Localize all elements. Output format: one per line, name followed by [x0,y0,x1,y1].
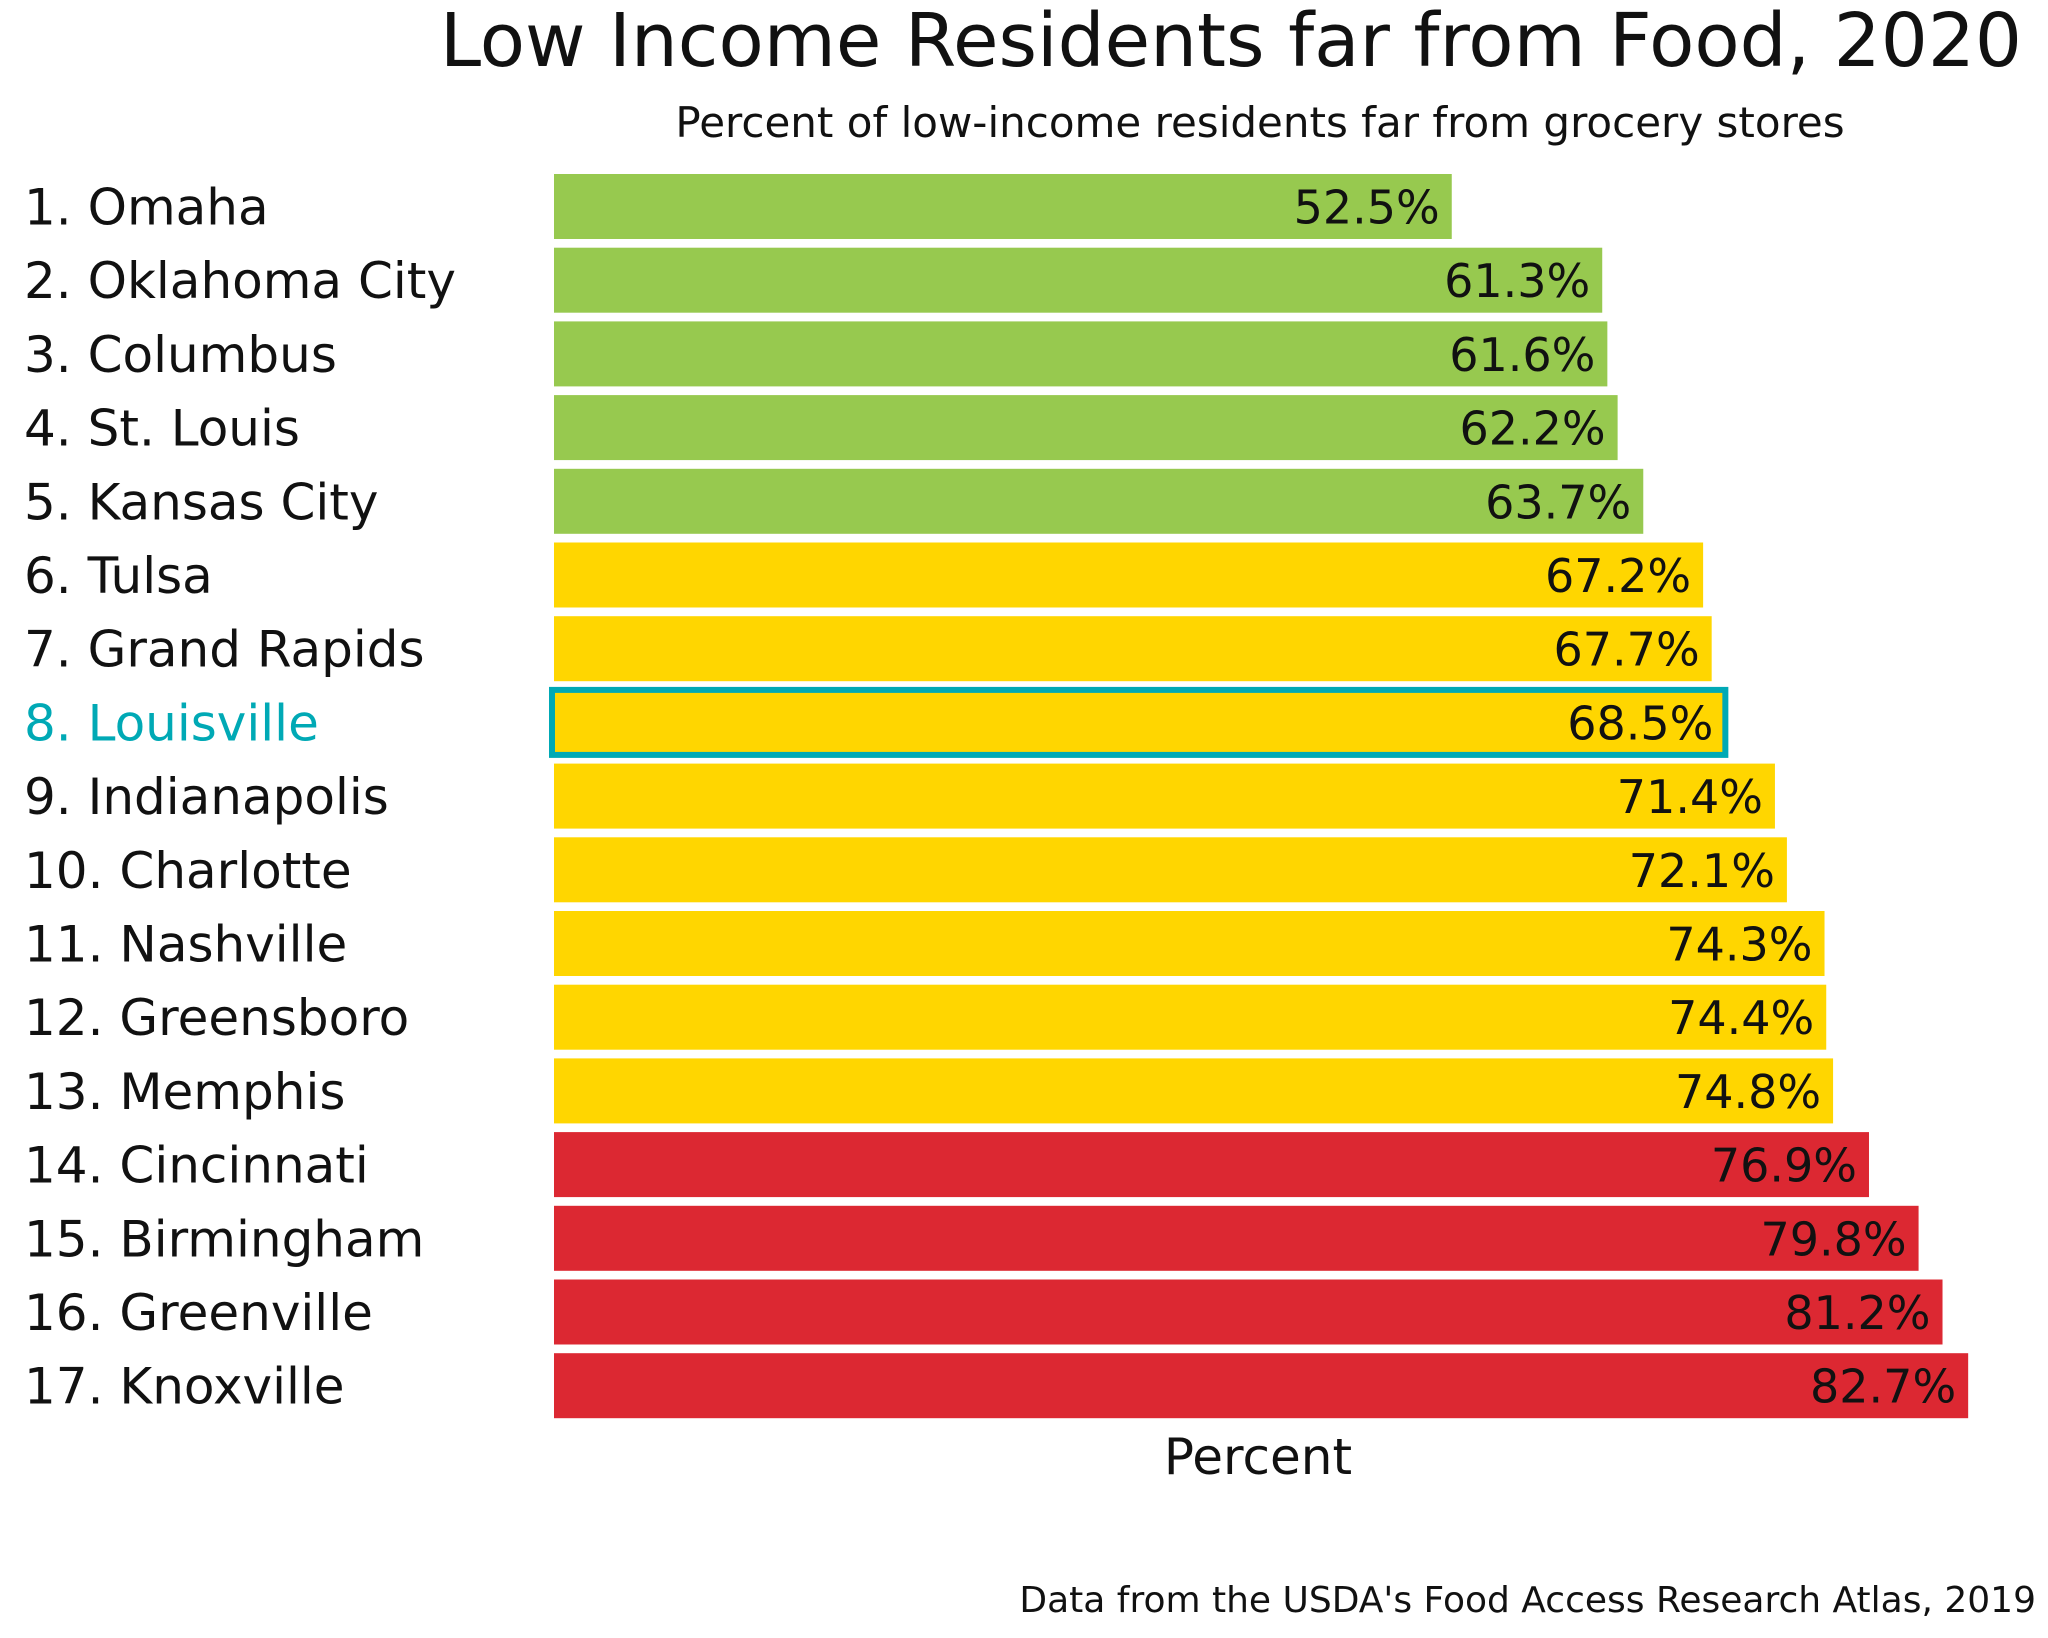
value-label: 72.1% [1629,844,1775,898]
bar [554,542,1704,608]
category-label: 9. Indianapolis [24,768,389,826]
value-label: 62.2% [1459,402,1605,456]
category-label: 5. Kansas City [24,473,378,531]
category-label: 16. Greenville [24,1284,373,1342]
bar [554,174,1452,239]
category-label: 8. Louisville [24,694,319,752]
bar [554,1058,1834,1124]
value-label: 74.8% [1675,1065,1821,1119]
bar [554,468,1644,534]
bar [554,911,1825,976]
value-label: 74.3% [1666,918,1812,972]
highlight-box [549,686,1729,758]
value-label: 61.3% [1444,254,1590,308]
bar [554,984,1827,1050]
chart-title: Low Income Residents far from Food, 2020 [439,0,2022,84]
value-label: 74.4% [1668,991,1814,1045]
bar [554,1279,1943,1345]
source-note: Data from the USDA's Food Access Researc… [1019,1580,2036,1621]
chart-subtitle: Percent of low-income residents far from… [675,98,1845,147]
category-label: 11. Nashville [24,916,347,974]
value-label: 68.5% [1567,696,1713,750]
category-label: 6. Tulsa [24,547,213,605]
value-label: 82.7% [1810,1360,1956,1414]
bar [554,395,1618,461]
bar [554,1353,1969,1419]
x-axis-label: Percent [1163,1428,1353,1486]
value-label: 67.2% [1545,549,1691,603]
category-label: 12. Greensboro [24,989,409,1047]
bar [554,1205,1919,1271]
category-label: 4. St. Louis [24,400,300,458]
value-label: 81.2% [1784,1286,1930,1340]
category-label: 15. Birmingham [24,1210,424,1268]
category-label: 14. Cincinnati [24,1137,369,1195]
value-label: 52.5% [1294,181,1440,235]
category-label: 10. Charlotte [24,842,352,900]
value-label: 61.6% [1449,328,1595,382]
category-label: 2. Oklahoma City [24,252,456,310]
category-label: 13. Memphis [24,1063,345,1121]
value-label: 71.4% [1617,770,1763,824]
category-label: 17. Knoxville [24,1358,345,1416]
category-label: 1. Omaha [24,179,269,237]
bar [554,616,1712,682]
value-label: 67.7% [1554,623,1700,677]
bar [554,247,1603,313]
category-label: 7. Grand Rapids [24,621,425,679]
value-label: 79.8% [1760,1212,1906,1266]
category-label: 3. Columbus [24,326,337,384]
bar [554,763,1775,829]
bar [554,321,1608,387]
bar [554,837,1787,903]
value-label: 76.9% [1711,1139,1857,1193]
bar [554,1132,1869,1198]
bar [554,689,1726,755]
value-label: 63.7% [1485,475,1631,529]
